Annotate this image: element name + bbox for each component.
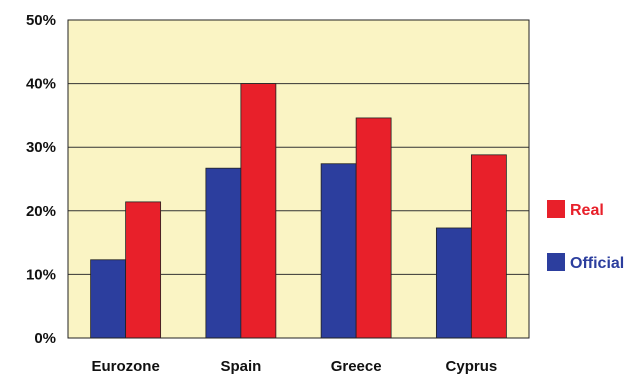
bars [90,83,507,339]
y-tick-label: 0% [34,330,56,347]
bar-real-spain [240,83,277,339]
bar-real-greece [355,117,392,339]
plot-frame [67,19,530,339]
y-tick-label: 30% [26,139,56,156]
bar-official-greece [320,163,357,339]
bar-real-cyprus [470,154,507,339]
x-tick-label: Spain [220,358,261,375]
y-tick-label: 10% [26,266,56,283]
x-tick-label: Eurozone [91,358,159,375]
x-tick-label: Greece [331,358,382,375]
x-tick-label: Cyprus [446,358,498,375]
legend-label-real: Real [570,202,604,219]
bar-official-cyprus [435,227,472,339]
legend-swatch-official [547,253,565,271]
y-tick-label: 50% [26,12,56,29]
y-tick-label: 20% [26,203,56,220]
bar-real-eurozone [125,201,162,339]
y-tick-label: 40% [26,76,56,93]
bar-official-spain [205,167,242,339]
x-axis-ticks: Eurozone Spain Greece Cyprus [91,358,497,375]
bar-official-eurozone [90,259,127,339]
legend: Real Official [547,200,624,272]
y-axis-ticks: 0% 10% 20% 30% 40% 50% [26,12,56,347]
legend-label-official: Official [570,255,624,272]
legend-swatch-real [547,200,565,218]
